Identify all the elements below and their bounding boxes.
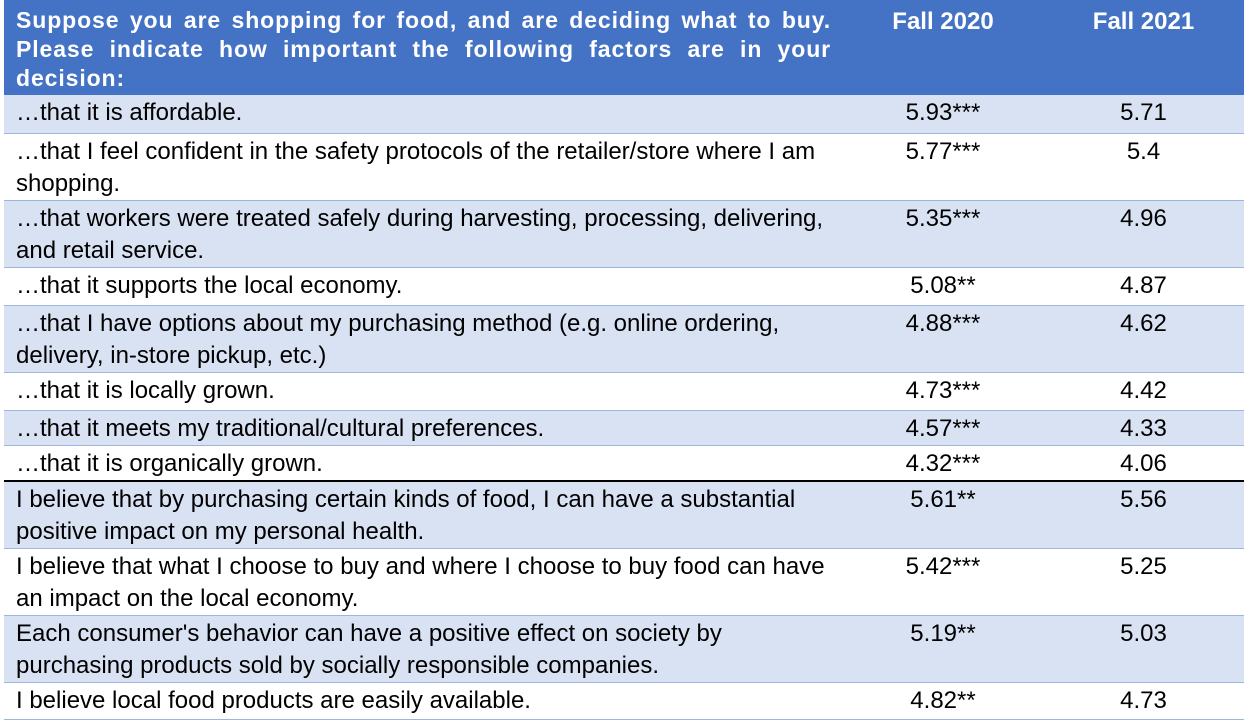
row-fall-2021-value: 4.96 (1043, 200, 1244, 268)
row-fall-2020-value: 5.19** (843, 615, 1043, 683)
row-label: …that it meets my traditional/cultural p… (4, 410, 843, 446)
row-label: Each consumer's behavior can have a posi… (4, 615, 843, 683)
row-label: …that it is organically grown. (4, 445, 843, 482)
row-label: …that it is affordable. (4, 95, 843, 134)
table-row: …that it is organically grown. 4.32*** 4… (4, 445, 1244, 482)
row-fall-2020-value: 4.57*** (843, 410, 1043, 446)
row-fall-2020-value: 4.82** (843, 682, 1043, 720)
table-row: Each consumer's behavior can have a posi… (4, 615, 1244, 683)
row-fall-2020-value: 4.73*** (843, 372, 1043, 411)
table-row: …that it meets my traditional/cultural p… (4, 410, 1244, 446)
row-fall-2021-value: 5.03 (1043, 615, 1244, 683)
table-row: …that it supports the local economy. 5.0… (4, 267, 1244, 306)
row-fall-2020-value: 5.35*** (843, 200, 1043, 268)
row-fall-2020-value: 5.42*** (843, 548, 1043, 616)
row-label: I believe that what I choose to buy and … (4, 548, 843, 616)
row-label: I believe local food products are easily… (4, 682, 843, 720)
row-fall-2021-value: 4.87 (1043, 267, 1244, 306)
row-fall-2021-value: 4.06 (1043, 445, 1244, 482)
row-fall-2020-value: 5.08** (843, 267, 1043, 306)
row-fall-2020-value: 5.77*** (843, 133, 1043, 201)
row-fall-2021-value: 5.4 (1043, 133, 1244, 201)
row-fall-2021-value: 5.56 (1043, 480, 1244, 549)
header-question: Suppose you are shopping for food, and a… (4, 0, 843, 95)
row-fall-2020-value: 5.93*** (843, 95, 1043, 134)
table-row: I believe that by purchasing certain kin… (4, 480, 1244, 549)
row-fall-2020-value: 4.32*** (843, 445, 1043, 482)
survey-results-table: Suppose you are shopping for food, and a… (4, 0, 1244, 720)
row-fall-2021-value: 4.73 (1043, 682, 1244, 720)
row-label: …that it is locally grown. (4, 372, 843, 411)
row-fall-2021-value: 4.33 (1043, 410, 1244, 446)
row-label: …that it supports the local economy. (4, 267, 843, 306)
row-fall-2020-value: 5.61** (843, 480, 1043, 549)
table-row: …that I feel confident in the safety pro… (4, 133, 1244, 201)
row-fall-2021-value: 5.25 (1043, 548, 1244, 616)
row-label: …that I have options about my purchasing… (4, 305, 843, 373)
table-row: I believe that what I choose to buy and … (4, 548, 1244, 616)
row-label: …that I feel confident in the safety pro… (4, 133, 843, 201)
header-fall-2020: Fall 2020 (843, 0, 1043, 95)
table-row: I believe local food products are easily… (4, 682, 1244, 720)
header-fall-2021: Fall 2021 (1043, 0, 1244, 95)
table-header-row: Suppose you are shopping for food, and a… (4, 0, 1244, 95)
row-fall-2021-value: 4.42 (1043, 372, 1244, 411)
table-row: …that I have options about my purchasing… (4, 305, 1244, 373)
row-fall-2021-value: 4.62 (1043, 305, 1244, 373)
table-row: …that it is locally grown. 4.73*** 4.42 (4, 372, 1244, 411)
table-row: …that workers were treated safely during… (4, 200, 1244, 268)
row-fall-2021-value: 5.71 (1043, 95, 1244, 134)
table-row: …that it is affordable. 5.93*** 5.71 (4, 95, 1244, 134)
row-label: I believe that by purchasing certain kin… (4, 480, 843, 549)
row-label: …that workers were treated safely during… (4, 200, 843, 268)
row-fall-2020-value: 4.88*** (843, 305, 1043, 373)
